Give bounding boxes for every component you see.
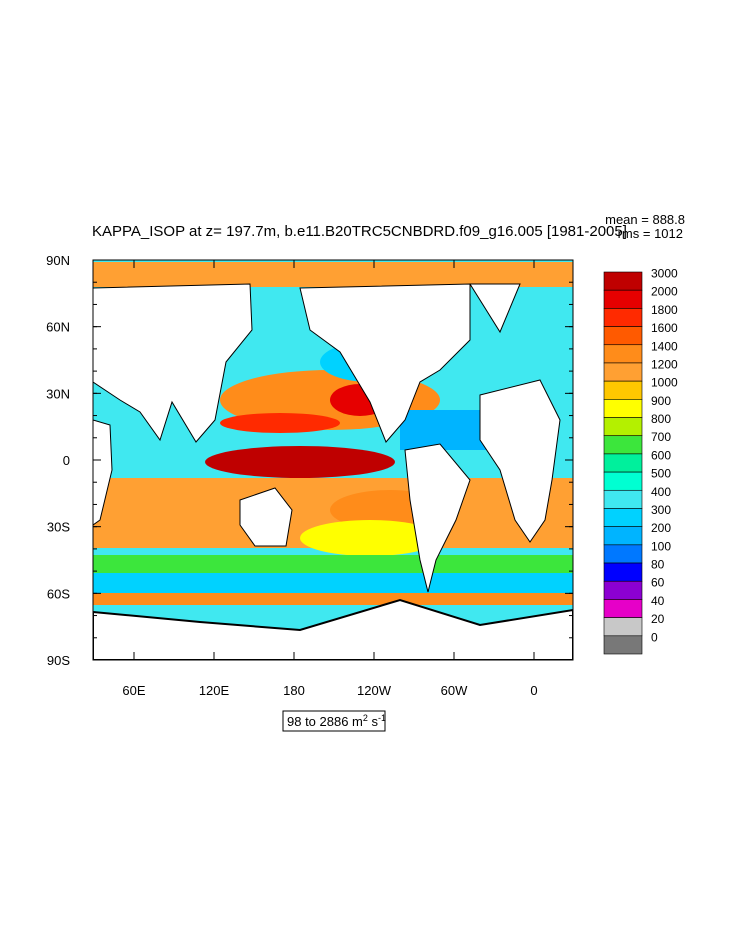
lat-label: 60S [47, 586, 70, 601]
colorbar-box [603, 308, 643, 327]
colorbar-label: 900 [651, 394, 671, 408]
range-text: 98 to 2886 m2 s-1 [287, 713, 386, 729]
colorbar-label: 200 [651, 521, 671, 535]
colorbar-box [603, 399, 643, 418]
lat-label: 60N [46, 320, 70, 335]
colorbar-label: 40 [651, 594, 665, 608]
colorbar-label: 20 [651, 612, 665, 626]
colorbar-label: 400 [651, 485, 671, 499]
lat-label: 30N [46, 386, 70, 401]
colorbar-box [603, 508, 643, 527]
colorbar-box [603, 417, 643, 437]
colorbar-label: 300 [651, 503, 671, 517]
map-field [93, 260, 573, 660]
colorbar-box [603, 526, 643, 546]
colorbar-box [603, 471, 643, 491]
lat-label: 0 [63, 453, 70, 468]
colorbar-label: 80 [651, 558, 665, 572]
lon-label: 0 [530, 683, 537, 698]
colorbar-label: 3000 [651, 267, 678, 281]
colorbar-box [603, 289, 643, 309]
colorbar-label: 600 [651, 448, 671, 462]
colorbar-box [603, 617, 643, 637]
colorbar-box [603, 453, 643, 473]
colorbar-box [603, 435, 643, 455]
colorbar-label: 700 [651, 430, 671, 444]
colorbar-box [603, 326, 643, 346]
range-main: 98 to 2886 m [287, 714, 363, 729]
range-exp: 2 [363, 713, 368, 723]
colorbar-label: 0 [651, 630, 658, 644]
colorbar-label: 1600 [651, 321, 678, 335]
colorbar-box [603, 544, 643, 564]
lat-label: 90N [46, 253, 70, 268]
lon-label: 120W [357, 683, 392, 698]
colorbar-label: 1200 [651, 357, 678, 371]
lat-label: 90S [47, 653, 70, 668]
colorbar-label: 60 [651, 576, 665, 590]
colorbar-box [603, 271, 643, 291]
lon-label: 60W [441, 683, 468, 698]
range-exp: -1 [378, 713, 386, 723]
colorbar-label: 1000 [651, 376, 678, 390]
colorbar-box [603, 344, 643, 364]
lon-label: 180 [283, 683, 305, 698]
colorbar-label: 1400 [651, 339, 678, 353]
colorbar-box [603, 362, 643, 382]
colorbar-box [603, 580, 643, 600]
range-unit: s [368, 714, 379, 729]
colorbar-label: 1800 [651, 303, 678, 317]
mean-stat: mean = 888.8 [605, 212, 685, 227]
map-title: KAPPA_ISOP at z= 197.7m, b.e11.B20TRC5CN… [92, 223, 627, 240]
lon-label: 60E [122, 683, 145, 698]
lat-label: 30S [47, 520, 70, 535]
colorbar-label: 100 [651, 539, 671, 553]
colorbar-box [603, 380, 643, 400]
colorbar-box [603, 489, 643, 509]
colorbar-label: 500 [651, 467, 671, 481]
colorbar-box [603, 599, 643, 618]
colorbar-box [603, 562, 643, 582]
lon-label: 120E [199, 683, 230, 698]
range-label: 98 to 2886 m2 s-1 [282, 710, 386, 732]
colorbar-label: 800 [651, 412, 671, 426]
rms-stat: rms = 1012 [618, 226, 683, 241]
colorbar-label: 2000 [651, 285, 678, 299]
colorbar-box [603, 635, 643, 655]
